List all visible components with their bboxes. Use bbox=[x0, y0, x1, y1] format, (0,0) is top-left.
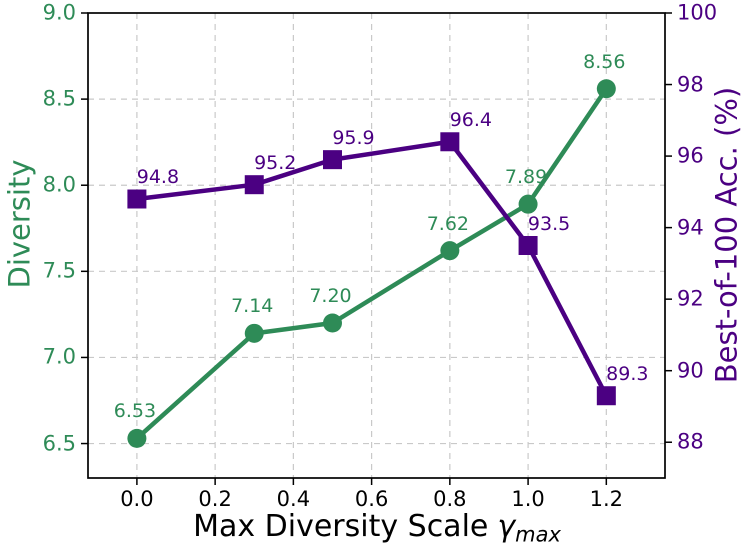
x-tick-label: 1.2 bbox=[589, 487, 624, 511]
right-axis-title: Best-of-100 Acc. (%) bbox=[709, 86, 744, 384]
data-point-marker-square bbox=[440, 132, 460, 152]
x-tick-label: 1.0 bbox=[511, 487, 545, 511]
point-value-label: 96.4 bbox=[449, 108, 492, 131]
point-value-label: 6.53 bbox=[113, 400, 157, 423]
left-axis-title: Diversity bbox=[2, 159, 37, 289]
left-tick-label: 9.0 bbox=[42, 0, 76, 25]
left-tick-label: 7.0 bbox=[42, 344, 76, 369]
data-point-marker-circle bbox=[322, 313, 342, 333]
right-tick-label: 96 bbox=[677, 143, 704, 168]
x-axis-title-text: Max Diversity Scale bbox=[193, 509, 489, 544]
right-tick-label: 100 bbox=[677, 0, 718, 25]
x-tick-label: 0.6 bbox=[354, 487, 389, 511]
data-point-marker-square bbox=[244, 175, 264, 195]
data-point-marker-square bbox=[596, 386, 616, 406]
left-tick-label: 7.5 bbox=[42, 258, 76, 283]
point-value-label: 89.3 bbox=[606, 362, 649, 385]
left-tick-label: 6.5 bbox=[42, 431, 76, 456]
data-point-marker-circle bbox=[127, 428, 147, 448]
series-line-left bbox=[134, 86, 609, 441]
right-tick-label: 90 bbox=[677, 358, 704, 383]
right-tick-label: 92 bbox=[677, 286, 704, 311]
point-value-label: 7.62 bbox=[426, 212, 469, 235]
point-value-label: 95.9 bbox=[332, 126, 375, 149]
x-axis-title: Max Diversity Scale γmax bbox=[193, 509, 561, 545]
series-line-right bbox=[134, 139, 609, 398]
left-tick-label: 8.5 bbox=[42, 86, 76, 111]
x-tick-label: 0.8 bbox=[433, 487, 467, 511]
data-point-marker-circle bbox=[518, 194, 538, 214]
x-tick-label: 0.4 bbox=[276, 487, 311, 511]
point-value-label: 7.89 bbox=[504, 166, 548, 189]
x-tick-label: 0.2 bbox=[198, 487, 232, 511]
point-value-label: 93.5 bbox=[527, 212, 571, 235]
point-value-label: 8.56 bbox=[583, 50, 626, 73]
x-tick-label: 0.0 bbox=[120, 487, 154, 511]
gamma-subscript: max bbox=[515, 522, 561, 547]
right-tick-label: 98 bbox=[677, 72, 704, 97]
data-point-marker-circle bbox=[244, 323, 264, 343]
data-point-marker-square bbox=[518, 236, 538, 255]
right-tick-label: 88 bbox=[677, 429, 704, 454]
plot-spines bbox=[87, 12, 666, 479]
data-point-marker-square bbox=[322, 150, 342, 170]
data-point-marker-circle bbox=[596, 79, 616, 99]
left-tick-label: 8.0 bbox=[42, 172, 76, 197]
point-value-label: 94.8 bbox=[136, 166, 180, 189]
right-tick-label: 94 bbox=[677, 215, 704, 240]
point-value-label: 7.14 bbox=[231, 295, 274, 318]
data-point-marker-circle bbox=[440, 241, 460, 261]
point-value-label: 95.2 bbox=[254, 151, 297, 174]
gamma-symbol: γ bbox=[497, 509, 516, 544]
data-point-marker-square bbox=[127, 189, 147, 209]
point-value-label: 7.20 bbox=[309, 285, 352, 308]
